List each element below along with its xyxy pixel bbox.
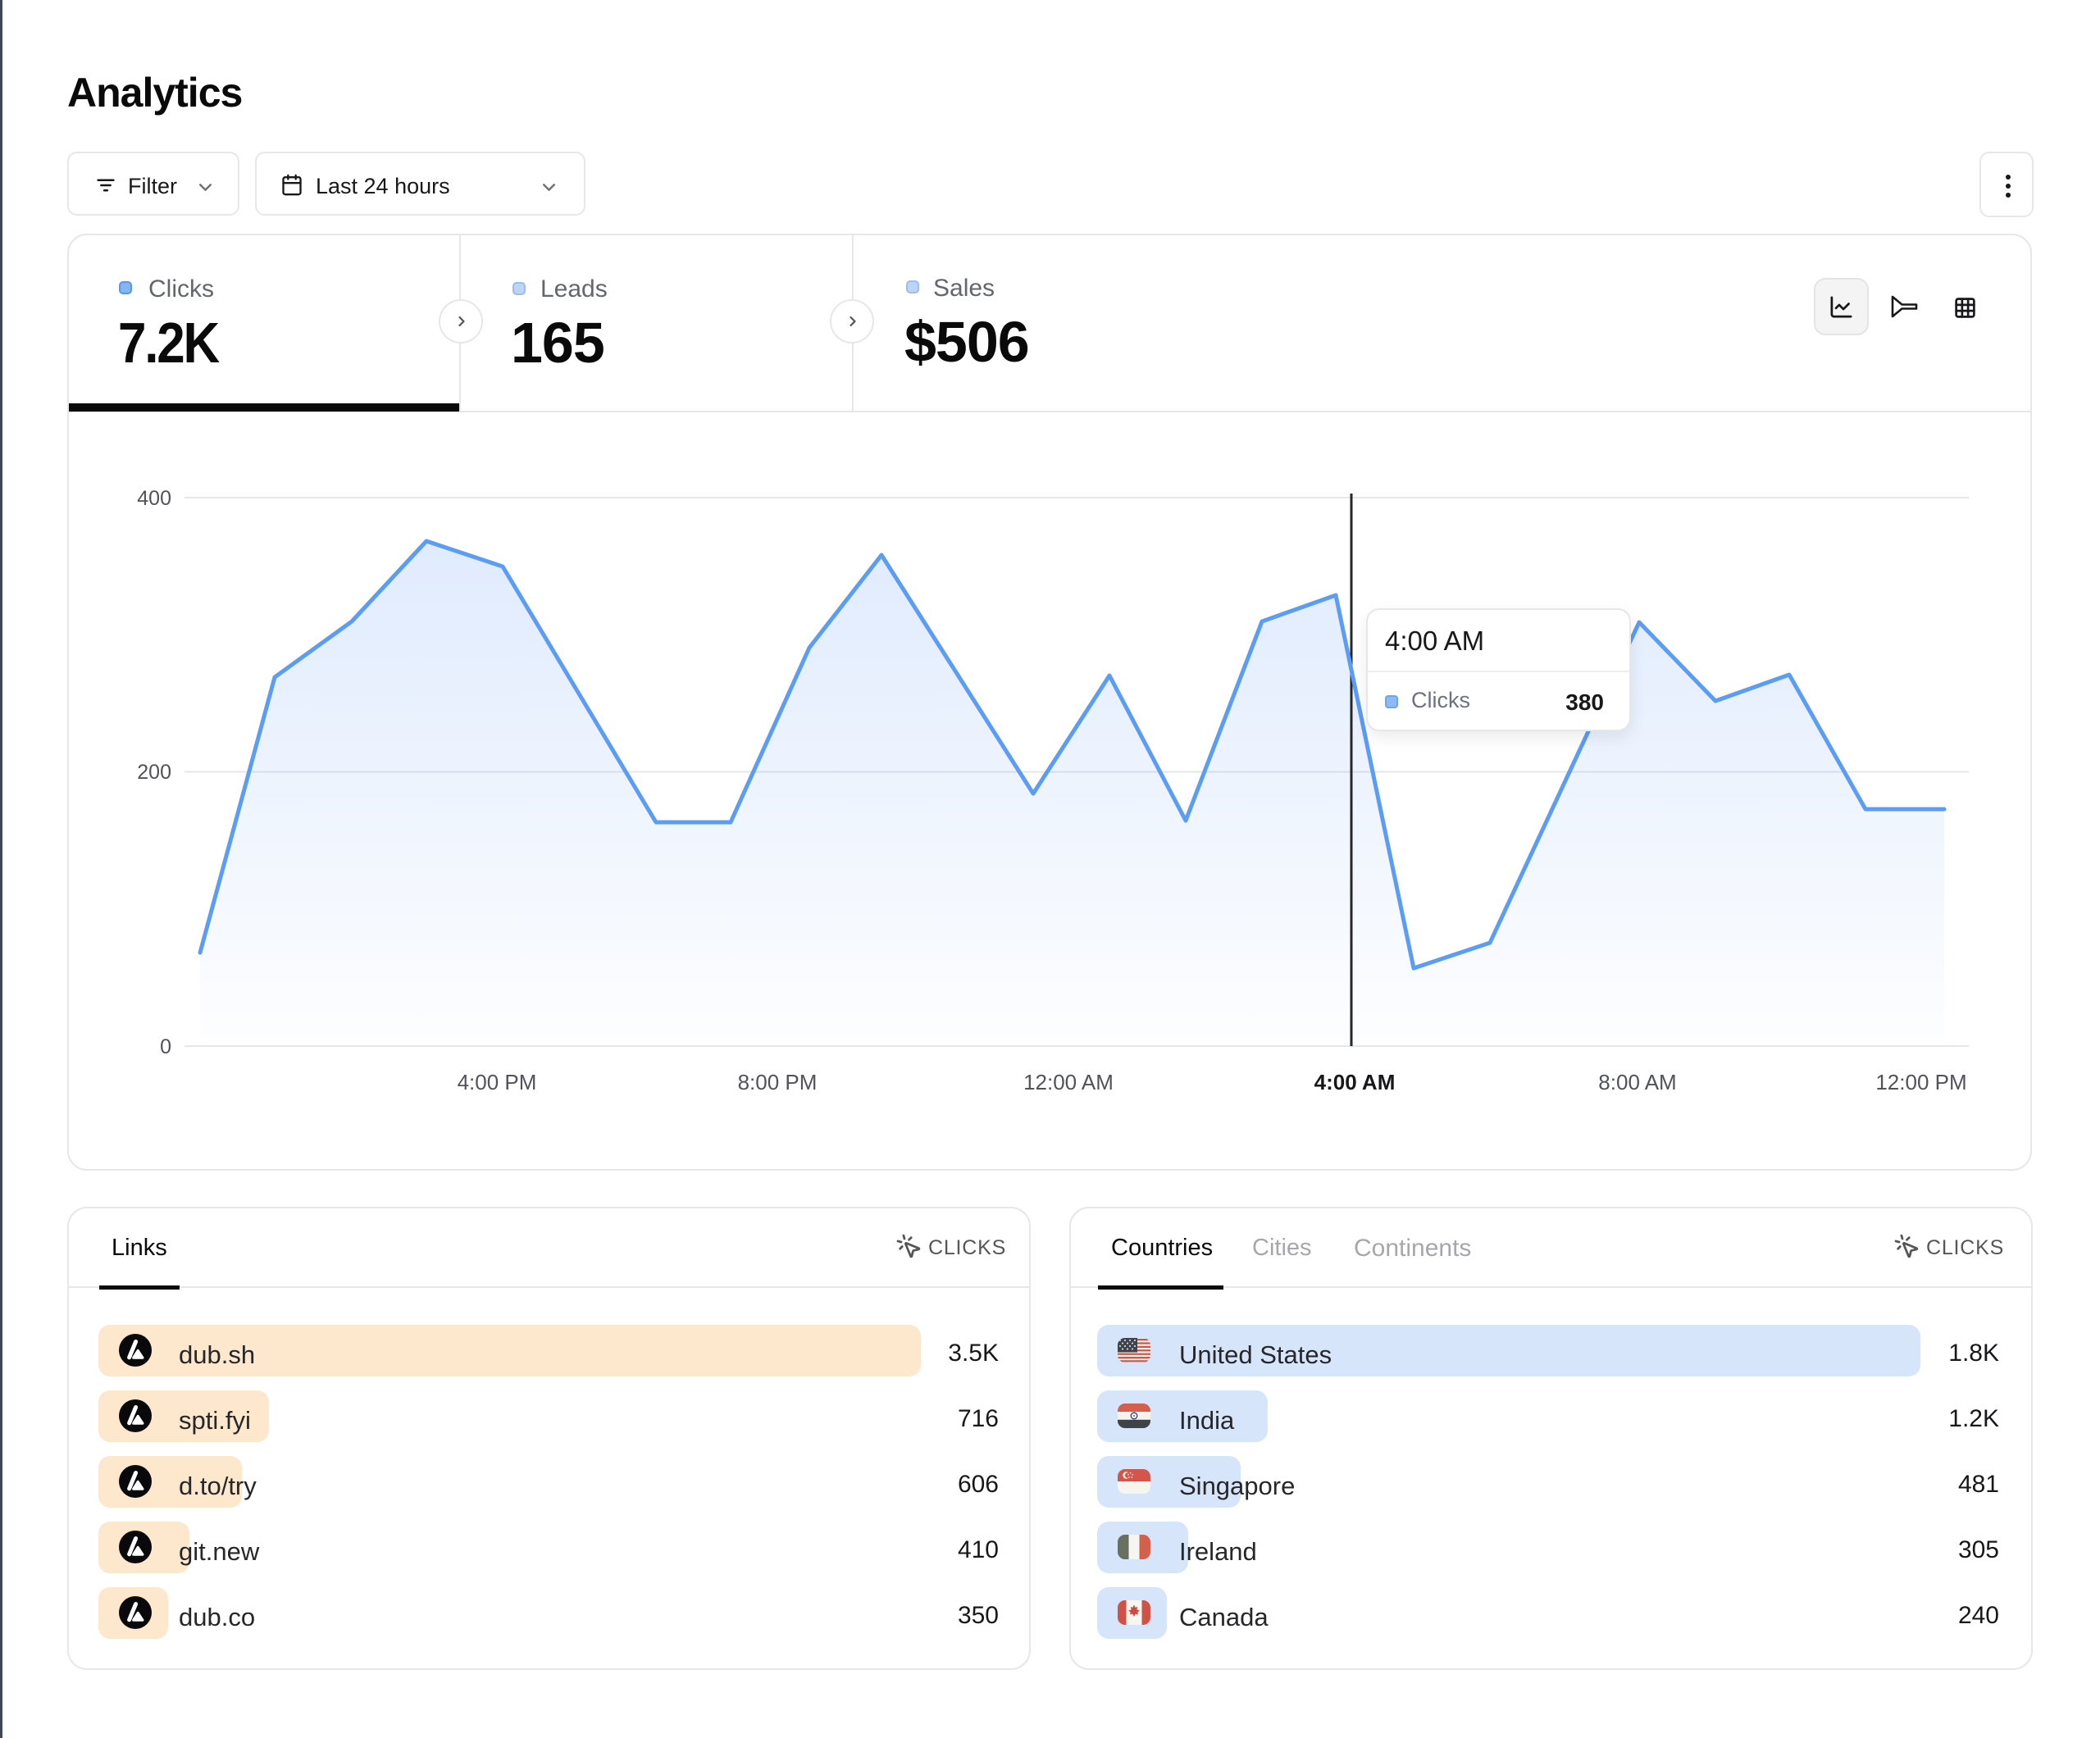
svg-text:8:00 PM: 8:00 PM (738, 1070, 818, 1094)
svg-text:400: 400 (137, 487, 171, 510)
svg-text:4:00 AM: 4:00 AM (1314, 1070, 1396, 1094)
svg-text:0: 0 (160, 1035, 171, 1058)
svg-text:12:00 AM: 12:00 AM (1023, 1070, 1114, 1094)
svg-text:200: 200 (137, 761, 171, 784)
svg-text:4:00 PM: 4:00 PM (458, 1070, 537, 1094)
svg-text:12:00 PM: 12:00 PM (1875, 1070, 1966, 1094)
svg-text:8:00 AM: 8:00 AM (1598, 1070, 1676, 1094)
